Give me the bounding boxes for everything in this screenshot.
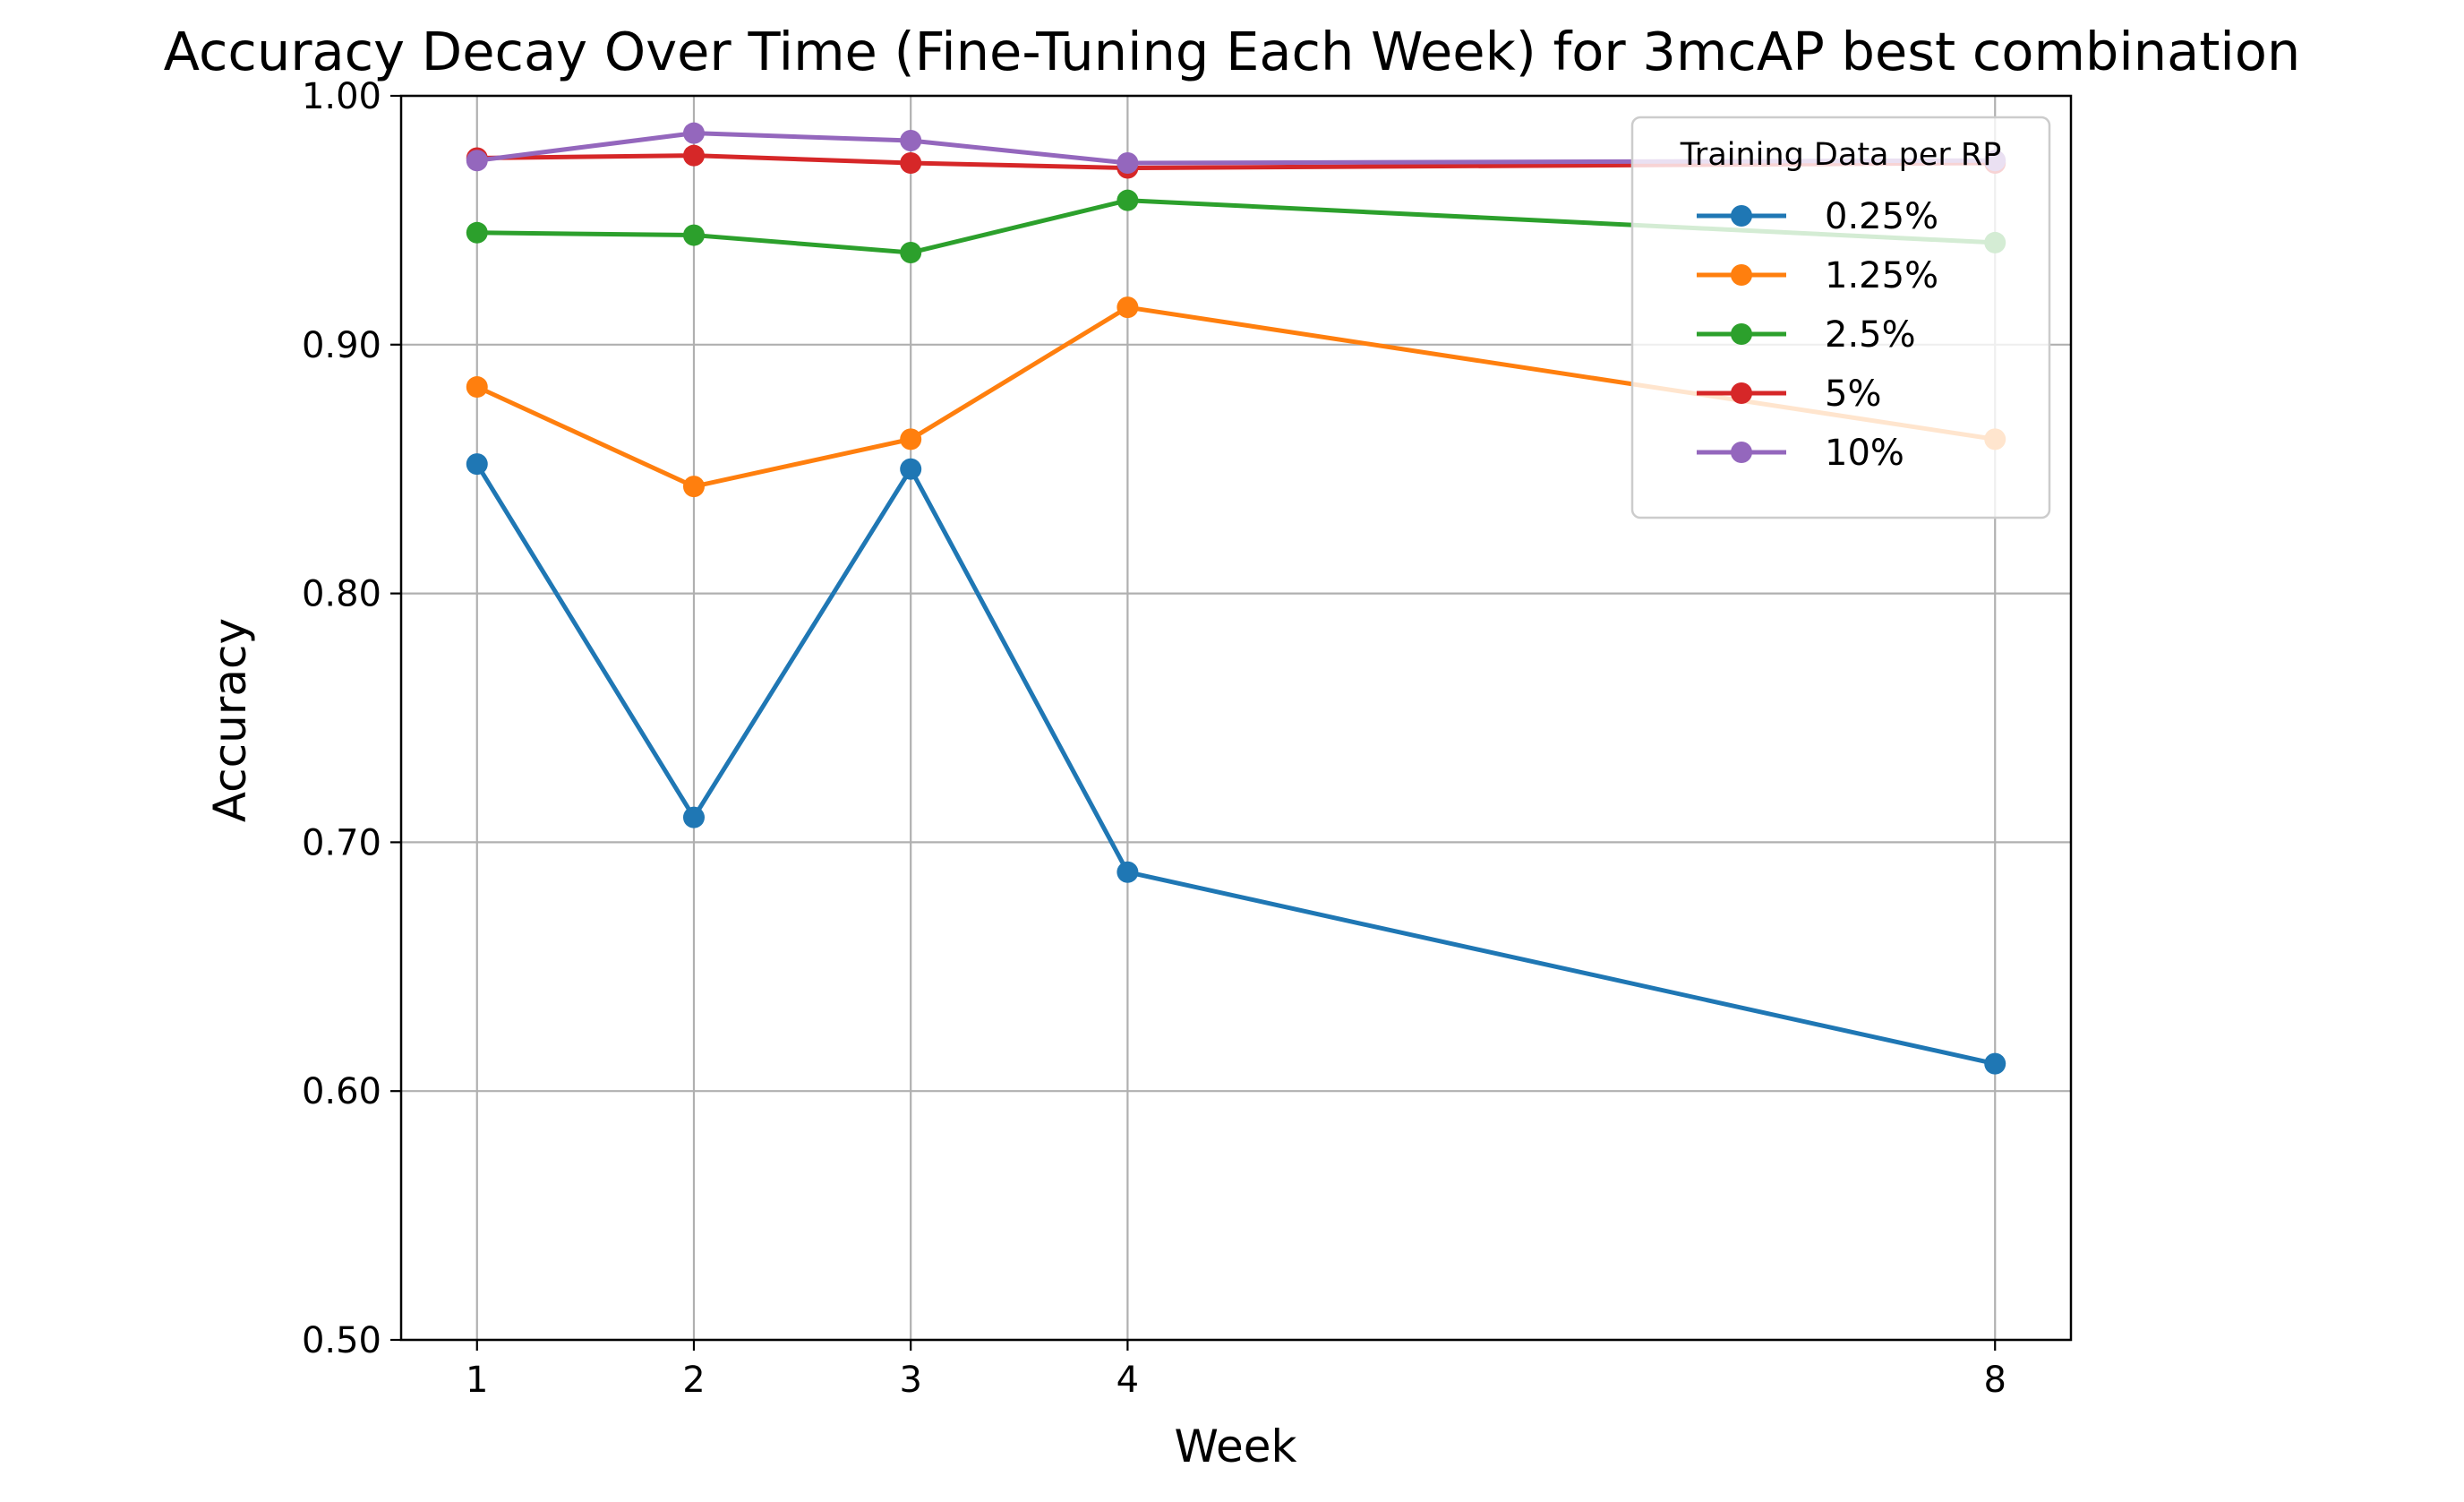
data-point <box>1984 1052 2006 1075</box>
data-point <box>900 152 922 175</box>
y-tick-label: 1.00 <box>302 76 381 117</box>
legend-entry: 1.25% <box>1697 255 1938 296</box>
data-point <box>1116 296 1139 319</box>
legend-entries: 0.25% 1.25% 2.5% 5% 10% <box>1697 196 1938 474</box>
chart-title: Accuracy Decay Over Time (Fine-Tuning Ea… <box>164 21 2301 82</box>
axis-ticks: 1 2 3 4 8 0.50 0.60 0.70 0.80 0.90 1.00 <box>302 76 2006 1401</box>
legend-label: 5% <box>1825 373 1881 415</box>
y-tick-label: 0.50 <box>302 1320 381 1361</box>
legend-entry: 10% <box>1697 433 1904 474</box>
legend-marker <box>1731 205 1752 227</box>
legend: Training Data per RP 0.25% 1.25% 2.5% 5% 10% <box>1630 116 2051 519</box>
data-point <box>466 150 488 172</box>
legend-title: Training Data per RP <box>1680 137 2002 173</box>
legend-label: 1.25% <box>1825 255 1938 296</box>
data-point <box>682 122 705 144</box>
legend-label: 10% <box>1825 433 1904 474</box>
data-point <box>1116 861 1139 883</box>
legend-marker <box>1731 264 1752 286</box>
x-tick-label: 4 <box>1116 1360 1139 1401</box>
data-point <box>682 144 705 167</box>
legend-marker <box>1731 382 1752 404</box>
data-point <box>682 224 705 246</box>
series-1 <box>466 453 2006 1075</box>
x-tick-label: 1 <box>466 1360 488 1401</box>
data-point <box>900 242 922 264</box>
legend-entry: 0.25% <box>1697 196 1938 237</box>
data-point <box>466 453 488 476</box>
data-point <box>682 806 705 828</box>
data-point <box>466 376 488 399</box>
y-tick-label: 0.90 <box>302 325 381 366</box>
y-tick-label: 0.70 <box>302 822 381 863</box>
legend-label: 2.5% <box>1825 314 1916 356</box>
data-point <box>900 428 922 451</box>
data-point <box>682 476 705 498</box>
legend-entry: 2.5% <box>1697 314 1916 356</box>
data-point <box>1116 189 1139 211</box>
data-point <box>900 458 922 480</box>
x-tick-label: 2 <box>682 1360 705 1401</box>
data-point <box>466 221 488 244</box>
x-tick-label: 3 <box>899 1360 921 1401</box>
y-axis-label: Accuracy <box>204 618 256 822</box>
data-point <box>900 130 922 152</box>
x-tick-label: 8 <box>1984 1360 2006 1401</box>
legend-entry: 5% <box>1697 373 1881 415</box>
legend-label: 0.25% <box>1825 196 1938 237</box>
y-tick-label: 0.60 <box>302 1071 381 1112</box>
data-point <box>1116 152 1139 175</box>
legend-marker <box>1731 323 1752 345</box>
legend-marker <box>1731 442 1752 463</box>
y-tick-label: 0.80 <box>302 574 381 615</box>
plot-frame <box>399 94 2073 1342</box>
x-axis-label: Week <box>1175 1420 1297 1472</box>
